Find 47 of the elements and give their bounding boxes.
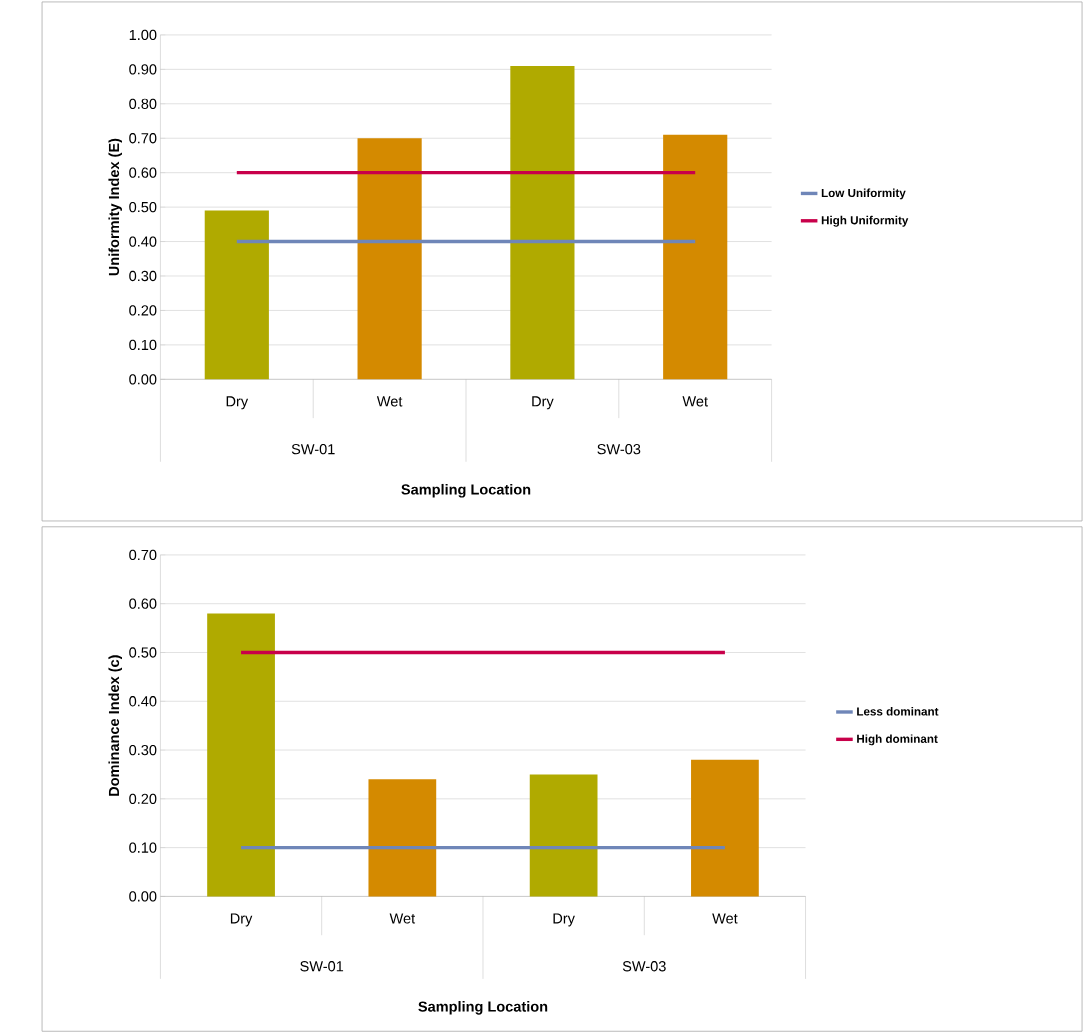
bar xyxy=(663,134,728,380)
x-tick-label: Dry xyxy=(532,396,554,410)
legend-label: Less dominant xyxy=(857,706,939,716)
text: SW-01 xyxy=(300,961,344,972)
bar xyxy=(510,65,575,380)
y-tick-label: 0.30 xyxy=(129,270,157,282)
text: SW-01 xyxy=(291,443,335,455)
y-tick-label: 0.40 xyxy=(129,236,157,247)
bar xyxy=(207,613,275,897)
bar xyxy=(204,210,269,380)
y-tick-label: 0.10 xyxy=(129,339,157,350)
y-axis-title: Dominance Index (c) xyxy=(108,655,122,796)
x-tick-label: Dry xyxy=(553,913,575,927)
legend-label: High dominant xyxy=(857,734,938,746)
x-axis-title: Sampling Location xyxy=(401,483,531,498)
text: SW-03 xyxy=(597,443,641,455)
y-tick-label: 0.80 xyxy=(129,98,157,109)
x-tick-label: Wet xyxy=(376,396,403,407)
x-tick-label: Dry xyxy=(230,913,253,927)
x-tick-label: Wet xyxy=(712,913,738,924)
text: SW-03 xyxy=(622,961,666,972)
y-tick-label: 0.00 xyxy=(129,374,157,385)
x-tick-label: Dry xyxy=(226,396,249,410)
y-tick-label: 0.20 xyxy=(129,793,157,804)
bar xyxy=(529,774,598,897)
y-tick-label: 0.90 xyxy=(129,64,157,75)
y-tick-label: 0.60 xyxy=(129,167,157,178)
y-tick-label: 0.10 xyxy=(129,842,157,853)
legend-label: High Uniformity xyxy=(821,215,909,227)
bar xyxy=(368,779,437,897)
y-tick-label: 0.60 xyxy=(129,598,157,609)
x-tick-label: Wet xyxy=(682,396,708,407)
y-tick-label: 0.50 xyxy=(129,201,157,213)
x-tick-label: Wet xyxy=(389,913,416,924)
legend-label: Low Uniformity xyxy=(821,188,906,200)
y-tick-label: 0.40 xyxy=(129,696,157,707)
y-tick-label: 1.00 xyxy=(129,29,157,40)
x-axis-title: Sampling Location xyxy=(418,1000,548,1015)
bar xyxy=(357,138,422,380)
y-axis-title: Uniformity Index (E) xyxy=(108,138,122,276)
y-tick-label: 0.70 xyxy=(129,132,157,144)
bar xyxy=(691,759,759,897)
y-tick-label: 0.30 xyxy=(129,744,157,756)
y-tick-label: 0.70 xyxy=(129,549,157,560)
y-tick-label: 0.20 xyxy=(129,305,157,316)
y-tick-label: 0.00 xyxy=(129,891,157,902)
y-tick-label: 0.50 xyxy=(129,647,157,658)
